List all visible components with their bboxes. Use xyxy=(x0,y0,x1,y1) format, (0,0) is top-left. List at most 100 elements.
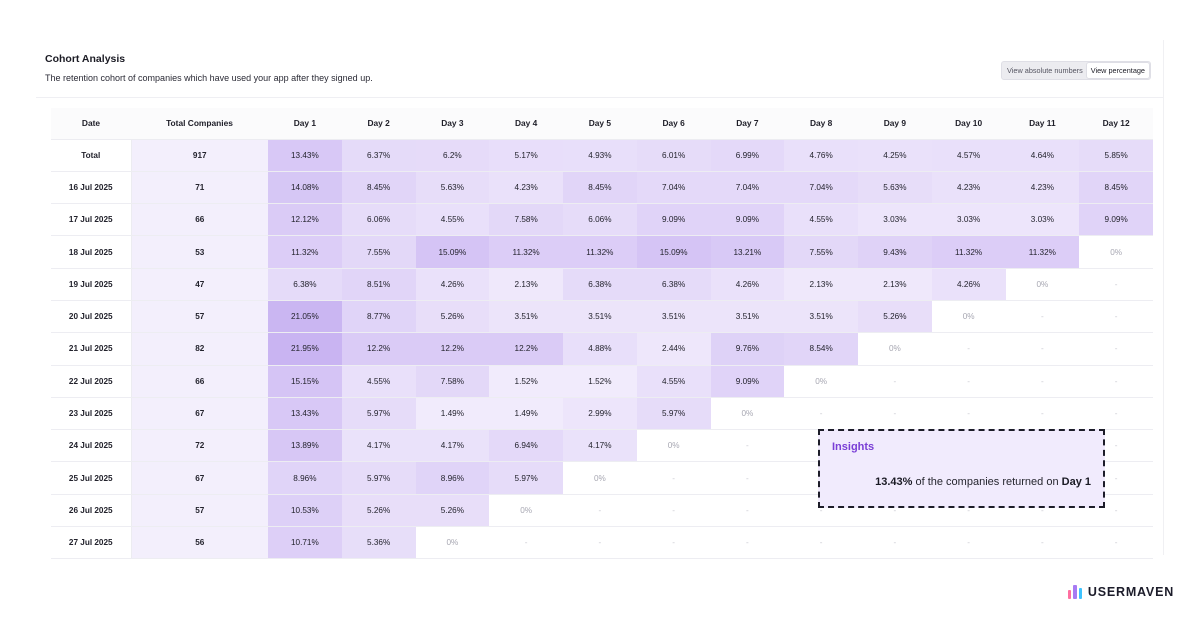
retention-cell: 5.26% xyxy=(341,494,416,528)
retention-cell: 0% xyxy=(710,397,785,431)
total-companies: 72 xyxy=(130,429,268,463)
retention-cell: 0% xyxy=(1005,268,1080,301)
total-companies: 66 xyxy=(130,203,268,237)
usermaven-logo-icon xyxy=(1068,584,1082,599)
retention-cell: 4.23% xyxy=(489,171,563,205)
retention-cell: 6.01% xyxy=(636,139,711,172)
retention-cell: 15.15% xyxy=(268,365,342,398)
view-percentage-button[interactable]: View percentage xyxy=(1086,63,1149,78)
cohort-date: 26 Jul 2025 xyxy=(51,494,131,528)
retention-cell: - xyxy=(1005,300,1080,334)
retention-cell: 9.09% xyxy=(710,203,785,237)
retention-cell: 2.13% xyxy=(489,268,563,301)
insights-title: Insights xyxy=(832,441,875,453)
total-companies: 917 xyxy=(130,139,268,172)
retention-cell: 4.55% xyxy=(784,203,858,237)
column-header: Date xyxy=(51,108,131,140)
retention-cell: - xyxy=(1079,268,1153,301)
column-header: Day 10 xyxy=(931,108,1006,140)
retention-cell: - xyxy=(1079,332,1153,366)
brand-name: USERMAVEN xyxy=(1087,584,1175,599)
retention-cell: 8.96% xyxy=(268,461,342,495)
cohort-date: 19 Jul 2025 xyxy=(51,268,131,301)
retention-cell: 7.55% xyxy=(784,235,858,269)
logo-bar-purple xyxy=(1073,585,1077,599)
retention-cell: 4.26% xyxy=(415,268,490,301)
retention-cell: 4.25% xyxy=(858,139,932,172)
retention-cell: - xyxy=(710,429,785,463)
retention-cell: 7.58% xyxy=(415,365,490,398)
retention-cell: 2.13% xyxy=(858,268,932,301)
card-header: Cohort Analysis The retention cohort of … xyxy=(36,40,1163,98)
retention-cell: 8.54% xyxy=(784,332,858,366)
retention-cell: 11.32% xyxy=(1005,235,1080,269)
retention-cell: 15.09% xyxy=(636,235,711,269)
view-absolute-numbers-button[interactable]: View absolute numbers xyxy=(1007,66,1083,75)
retention-cell: - xyxy=(710,526,785,560)
retention-cell: - xyxy=(710,461,785,495)
retention-cell: 6.38% xyxy=(563,268,637,301)
retention-cell: 3.51% xyxy=(563,300,637,334)
total-companies: 57 xyxy=(130,300,268,334)
retention-cell: 2.13% xyxy=(784,268,858,301)
retention-cell: - xyxy=(636,494,711,528)
retention-cell: 6.2% xyxy=(415,139,490,172)
cohort-date: 18 Jul 2025 xyxy=(51,235,131,269)
retention-cell: 8.96% xyxy=(415,461,490,495)
cohort-date: 20 Jul 2025 xyxy=(51,300,131,334)
column-header: Day 8 xyxy=(784,108,858,140)
retention-cell: 0% xyxy=(784,365,858,398)
retention-cell: 5.97% xyxy=(489,461,563,495)
total-companies: 47 xyxy=(130,268,268,301)
retention-cell: 0% xyxy=(489,494,563,528)
column-header: Day 1 xyxy=(268,108,342,140)
cohort-row: 18 Jul 2025 53 11.32% 7.55% 15.09% 11.32% 11.3… xyxy=(51,235,1153,269)
retention-cell: - xyxy=(858,526,932,560)
retention-cell: 4.23% xyxy=(931,171,1006,205)
retention-cell: - xyxy=(1005,397,1080,431)
retention-cell: 11.32% xyxy=(268,235,342,269)
cohort-row: 19 Jul 2025 47 6.38% 8.51% 4.26% 2.13% 6.38% 6.… xyxy=(51,268,1153,301)
retention-cell: - xyxy=(489,526,563,560)
retention-cell: 13.43% xyxy=(268,397,342,431)
retention-cell: 13.43% xyxy=(268,139,342,172)
logo-bar-blue xyxy=(1078,588,1082,599)
card-subtitle: The retention cohort of companies which … xyxy=(45,73,373,83)
retention-cell: 6.94% xyxy=(489,429,563,463)
retention-cell: - xyxy=(858,365,932,398)
column-header: Day 3 xyxy=(415,108,490,140)
retention-cell: 2.44% xyxy=(636,332,711,366)
cohort-date: 27 Jul 2025 xyxy=(51,526,131,560)
retention-cell: 4.93% xyxy=(563,139,637,172)
retention-cell: 12.12% xyxy=(268,203,342,237)
retention-cell: - xyxy=(563,526,637,560)
retention-cell: 4.88% xyxy=(563,332,637,366)
retention-cell: 12.2% xyxy=(341,332,416,366)
cohort-date: 16 Jul 2025 xyxy=(51,171,131,205)
usermaven-logo: USERMAVEN xyxy=(1068,584,1174,599)
retention-cell: 4.23% xyxy=(1005,171,1080,205)
retention-cell: 12.2% xyxy=(489,332,563,366)
retention-cell: - xyxy=(1005,365,1080,398)
column-header: Day 9 xyxy=(858,108,932,140)
retention-cell: 0% xyxy=(1079,235,1153,269)
cohort-date: 24 Jul 2025 xyxy=(51,429,131,463)
retention-cell: 5.26% xyxy=(858,300,932,334)
retention-cell: 5.97% xyxy=(341,461,416,495)
retention-cell: 6.06% xyxy=(341,203,416,237)
column-header: Day 2 xyxy=(341,108,416,140)
retention-cell: - xyxy=(931,365,1006,398)
retention-cell: 11.32% xyxy=(489,235,563,269)
retention-cell: 8.51% xyxy=(341,268,416,301)
retention-cell: 1.49% xyxy=(415,397,490,431)
retention-cell: 6.06% xyxy=(563,203,637,237)
retention-cell: 5.26% xyxy=(415,494,490,528)
retention-cell: 8.77% xyxy=(341,300,416,334)
total-companies: 57 xyxy=(130,494,268,528)
insights-callout: Insights 13.43% of the companies returne… xyxy=(818,429,1105,508)
retention-cell: 5.85% xyxy=(1079,139,1153,172)
cohort-row: 20 Jul 2025 57 21.05% 8.77% 5.26% 3.51% 3.51% 3… xyxy=(51,300,1153,334)
retention-cell: 5.63% xyxy=(858,171,932,205)
